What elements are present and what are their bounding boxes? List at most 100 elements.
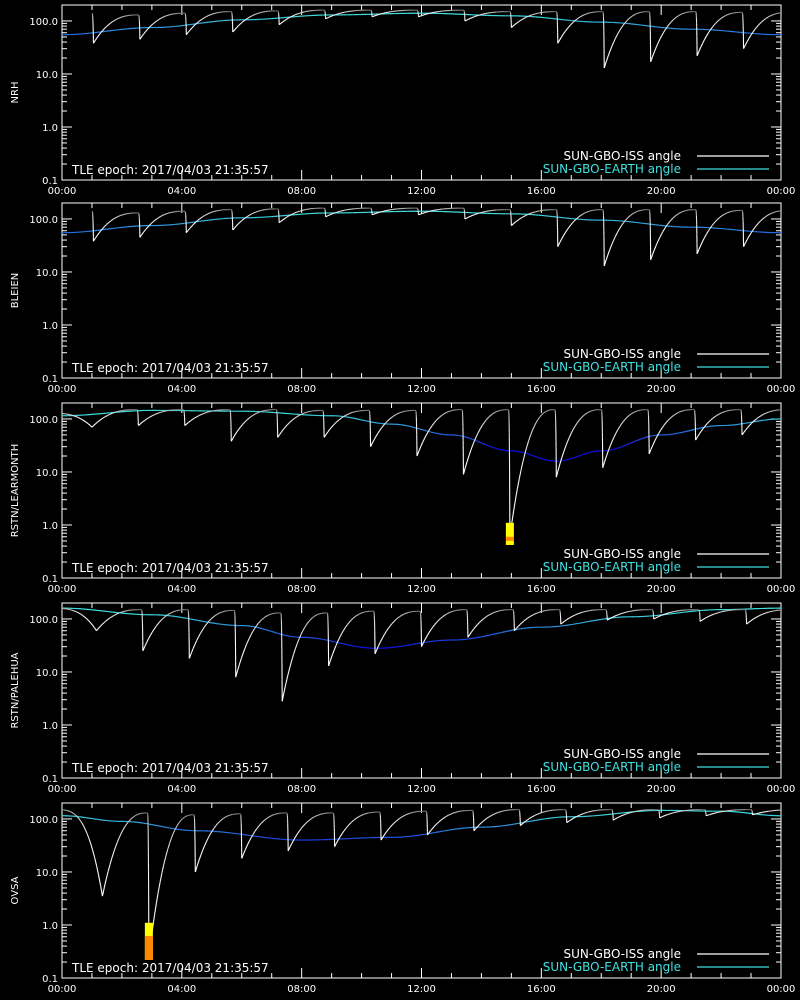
- iss-angle-segment: [723, 15, 726, 18]
- iss-angle-segment: [698, 430, 702, 435]
- iss-angle-segment: [628, 214, 631, 218]
- iss-angle-segment: [537, 416, 541, 420]
- earth-angle-segment: [699, 426, 704, 429]
- iss-angle-segment: [529, 615, 532, 618]
- y-axis-label: OVSA: [10, 876, 21, 904]
- iss-angle-segment: [105, 871, 109, 880]
- earth-angle-segment: [496, 447, 500, 450]
- iss-angle-segment: [444, 411, 448, 414]
- iss-angle-segment: [186, 814, 189, 817]
- iss-angle-segment: [522, 215, 525, 218]
- earth-angle-segment: [502, 631, 506, 633]
- iss-angle-segment: [327, 214, 330, 217]
- iss-angle-segment: [196, 636, 200, 641]
- earth-angle-segment: [349, 416, 353, 419]
- iss-angle-segment: [100, 227, 104, 231]
- iss-angle-segment: [746, 37, 750, 42]
- iss-angle-segment: [709, 225, 713, 229]
- earth-angle-segment: [340, 642, 344, 645]
- iss-angle-segment: [228, 814, 232, 816]
- earth-angle-segment: [436, 432, 440, 435]
- earth-angle-segment: [355, 645, 359, 648]
- plot-area: [62, 809, 781, 960]
- iss-angle-segment: [230, 437, 234, 442]
- x-tick-label: 20:00: [647, 984, 676, 995]
- iss-angle-segment: [287, 667, 291, 676]
- iss-angle-segment: [299, 413, 303, 416]
- iss-angle-segment: [760, 20, 763, 24]
- iss-angle-segment: [143, 419, 147, 422]
- iss-angle-segment: [240, 424, 243, 428]
- iss-angle-segment: [773, 13, 776, 16]
- legend-label: SUN-GBO-EARTH angle: [543, 360, 681, 374]
- y-axis-label: RSTN/PALEHUA: [10, 652, 21, 728]
- iss-angle-segment: [476, 212, 479, 215]
- iss-angle-segment: [483, 419, 487, 424]
- earth-angle-segment: [487, 634, 491, 637]
- iss-angle-segment: [620, 612, 623, 615]
- iss-angle-segment: [240, 652, 244, 659]
- iss-angle-segment: [331, 424, 334, 428]
- tle-epoch-label: TLE epoch: 2017/04/03 21:35:57: [71, 561, 269, 575]
- iss-angle-segment: [513, 628, 517, 632]
- iss-angle-segment: [564, 229, 568, 233]
- earth-angle-segment: [184, 617, 188, 620]
- iss-angle-segment: [92, 39, 96, 44]
- iss-angle-segment: [112, 411, 115, 414]
- iss-angle-segment: [301, 412, 305, 415]
- iss-angle-segment: [707, 29, 711, 34]
- iss-angle-segment: [724, 212, 728, 215]
- iss-angle-segment: [584, 413, 587, 416]
- iss-angle-segment: [635, 210, 639, 213]
- iss-angle-segment: [103, 879, 107, 888]
- iss-angle-segment: [750, 229, 754, 234]
- iss-angle-segment: [345, 624, 348, 628]
- iss-angle-segment: [707, 227, 711, 232]
- iss-angle-segment: [354, 615, 358, 618]
- iss-angle-segment: [249, 15, 252, 18]
- iss-angle-segment: [711, 613, 714, 616]
- iss-angle-segment: [422, 638, 426, 644]
- iss-angle-segment: [284, 18, 287, 21]
- iss-angle-segment: [490, 612, 493, 615]
- earth-angle-segment: [684, 430, 689, 433]
- iss-angle-segment: [343, 627, 346, 631]
- iss-angle-segment: [192, 644, 196, 649]
- iss-angle-segment: [519, 622, 523, 625]
- iss-angle-segment: [70, 414, 73, 416]
- iss-angle-segment: [562, 30, 566, 35]
- earth-angle-segment: [352, 417, 356, 420]
- iss-angle-segment: [288, 420, 292, 424]
- iss-angle-segment: [585, 411, 589, 414]
- x-tick-label: 20:00: [647, 384, 676, 395]
- iss-angle-segment: [201, 17, 204, 21]
- iss-angle-segment: [547, 409, 550, 412]
- iss-angle-segment: [418, 213, 421, 216]
- iss-angle-segment: [723, 213, 726, 216]
- iss-angle-segment: [96, 865, 100, 876]
- iss-angle-segment: [719, 215, 722, 218]
- iss-angle-segment: [614, 34, 618, 39]
- iss-angle-segment: [254, 625, 257, 630]
- iss-angle-segment: [267, 614, 270, 617]
- iss-angle-segment: [754, 418, 758, 421]
- iss-angle-segment: [116, 410, 119, 413]
- iss-angle-segment: [656, 433, 660, 438]
- iss-angle-segment: [342, 415, 346, 418]
- x-tick-label: 00:00: [48, 784, 77, 795]
- iss-angle-segment: [603, 259, 607, 267]
- iss-angle-segment: [381, 424, 385, 428]
- iss-angle-segment: [575, 613, 578, 616]
- iss-angle-segment: [385, 628, 389, 632]
- iss-angle-segment: [374, 649, 378, 655]
- iss-angle-segment: [682, 210, 685, 213]
- earth-angle-segment: [520, 821, 524, 824]
- iss-angle-segment: [249, 415, 253, 418]
- iss-angle-segment: [379, 13, 382, 15]
- iss-angle-segment: [157, 881, 161, 893]
- iss-angle-segment: [237, 663, 241, 671]
- earth-angle-segment: [583, 621, 587, 624]
- iss-angle-segment: [215, 823, 219, 826]
- earth-angle-segment: [687, 429, 692, 432]
- iss-angle-segment: [138, 423, 141, 426]
